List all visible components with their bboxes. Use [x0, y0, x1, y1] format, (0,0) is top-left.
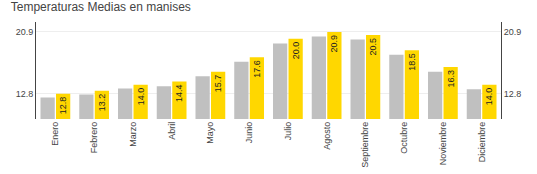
svg-text:16.3: 16.3	[446, 70, 456, 88]
svg-text:14.0: 14.0	[136, 88, 146, 106]
svg-text:20.9: 20.9	[329, 35, 339, 53]
svg-text:Julio: Julio	[283, 122, 293, 141]
svg-text:12.8: 12.8	[16, 89, 34, 99]
svg-text:Diciembre: Diciembre	[477, 122, 487, 163]
svg-text:20.0: 20.0	[291, 42, 301, 60]
svg-text:15.7: 15.7	[213, 75, 223, 93]
svg-text:20.5: 20.5	[368, 38, 378, 56]
svg-text:Abril: Abril	[167, 122, 177, 140]
svg-text:20.9: 20.9	[16, 27, 34, 37]
svg-text:Junio: Junio	[244, 122, 254, 144]
svg-text:12.8: 12.8	[504, 89, 522, 99]
svg-text:Noviembre: Noviembre	[438, 122, 448, 166]
svg-text:Temperaturas Medias en manises: Temperaturas Medias en manises	[11, 0, 191, 14]
svg-text:18.5: 18.5	[407, 53, 417, 71]
svg-text:Octubre: Octubre	[399, 122, 409, 154]
svg-text:Marzo: Marzo	[128, 122, 138, 147]
svg-text:Mayo: Mayo	[205, 122, 215, 144]
svg-text:12.8: 12.8	[58, 97, 68, 115]
svg-text:Agosto: Agosto	[322, 122, 332, 150]
svg-text:14.4: 14.4	[174, 85, 184, 103]
svg-text:Febrero: Febrero	[89, 122, 99, 154]
svg-text:14.0: 14.0	[484, 88, 494, 106]
svg-text:Septiembre: Septiembre	[360, 122, 370, 168]
svg-text:20.9: 20.9	[504, 27, 522, 37]
svg-text:13.2: 13.2	[97, 94, 107, 112]
svg-text:17.6: 17.6	[252, 60, 262, 78]
svg-text:Enero: Enero	[50, 122, 60, 146]
